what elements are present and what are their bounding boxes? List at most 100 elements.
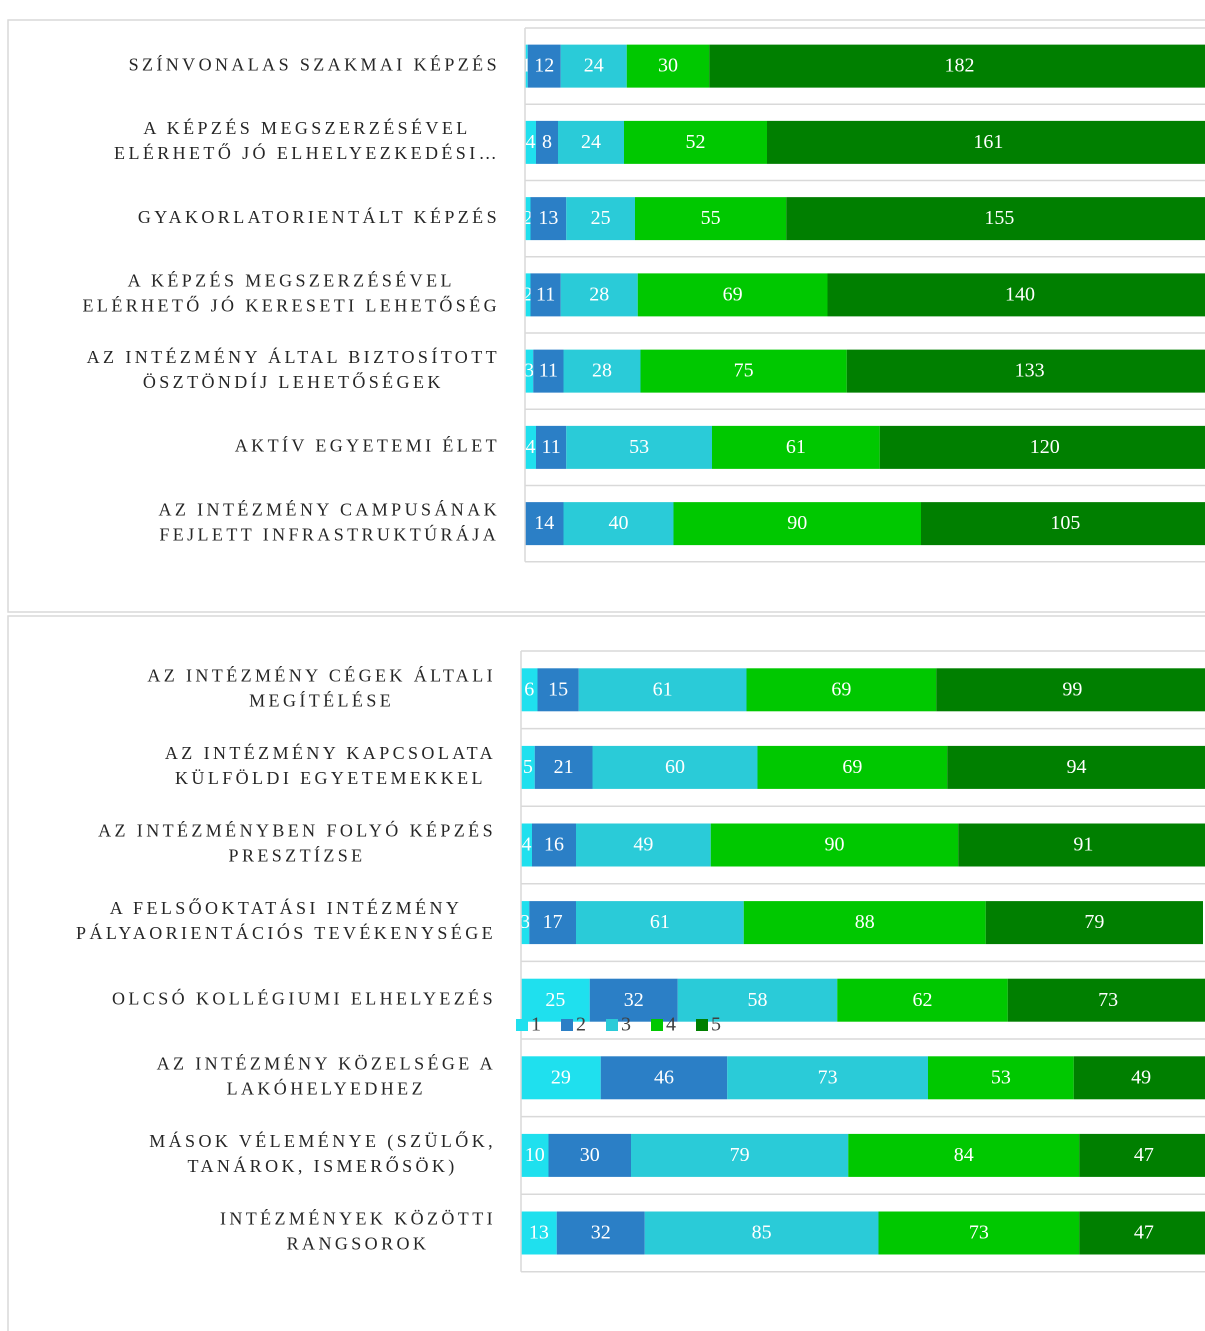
value-label: 85	[752, 1222, 772, 1244]
bar-segment	[600, 1056, 728, 1100]
bar-segment	[521, 901, 530, 945]
category-label: AZ INTÉZMÉNY CAMPUSÁNAK	[158, 498, 500, 519]
bar-segment	[878, 1211, 1080, 1255]
bar-segment	[558, 120, 624, 164]
category-label: AZ INTÉZMÉNY KAPCSOLATA	[165, 742, 496, 763]
bar-segment	[710, 823, 959, 867]
value-label: 13	[538, 207, 558, 229]
value-label: 61	[653, 678, 673, 700]
bar-segment	[709, 44, 1205, 88]
value-label: 11	[536, 283, 555, 305]
category-label: INTÉZMÉNYEK KÖZÖTTI	[220, 1208, 496, 1229]
value-label: 140	[1005, 283, 1035, 305]
bar-segment	[521, 1211, 557, 1255]
bar-segment	[1079, 1133, 1205, 1177]
value-label: 90	[787, 512, 807, 534]
bar-segment	[534, 745, 593, 789]
value-label: 49	[1131, 1066, 1151, 1088]
bar-segment	[921, 502, 1205, 546]
value-label: 53	[991, 1066, 1011, 1088]
category-label: AZ INTÉZMÉNY ÁLTAL BIZTOSÍTOTT	[87, 346, 500, 367]
value-label: 73	[818, 1066, 838, 1088]
category-label: MEGÍTÉLÉSE	[249, 689, 394, 710]
value-label: 73	[1098, 989, 1118, 1011]
value-label: 155	[984, 207, 1014, 229]
value-label: 4	[526, 131, 536, 153]
category-label: ELÉRHETŐ JÓ ELHELYEZKEDÉSI…	[114, 142, 500, 163]
value-label: 58	[748, 989, 768, 1011]
bar-segment	[673, 502, 921, 546]
bar-segment	[947, 745, 1205, 789]
category-label: ELÉRHETŐ JÓ KERESETI LEHETŐSÉG	[83, 295, 500, 316]
value-label: 133	[1015, 360, 1045, 382]
legend-label: 3	[621, 1014, 631, 1036]
value-label: 40	[609, 512, 629, 534]
bar-segment	[525, 425, 536, 469]
category-label: KÜLFÖLDI EGYETEMEKKEL	[175, 768, 486, 788]
value-label: 3	[524, 360, 534, 382]
value-label: 29	[551, 1066, 571, 1088]
value-label: 24	[581, 131, 601, 153]
value-label: 60	[665, 756, 685, 778]
legend-label: 1	[531, 1014, 541, 1036]
category-label: ÖSZTÖNDÍJ LEHETŐSÉGEK	[143, 371, 444, 392]
category-label: PÁLYAORIENTÁCIÓS TEVÉKENYSÉGE	[76, 922, 496, 943]
bar-segment	[533, 349, 564, 393]
value-label: 5	[523, 756, 533, 778]
bar-segment	[548, 1133, 631, 1177]
value-label: 2	[523, 207, 533, 229]
value-label: 24	[584, 55, 604, 77]
value-label: 32	[591, 1222, 611, 1244]
category-label: PRESZTÍZSE	[229, 845, 366, 866]
value-label: 30	[658, 55, 678, 77]
bar-segment	[1007, 978, 1205, 1022]
bar-segment	[637, 273, 828, 317]
value-label: 46	[654, 1066, 674, 1088]
value-label: 61	[650, 911, 670, 933]
bar-segment	[576, 823, 711, 867]
value-label: 61	[786, 436, 806, 458]
value-label: 14	[534, 512, 554, 534]
bar-segment	[525, 44, 528, 88]
bar-segment	[767, 120, 1205, 164]
bar-segment	[563, 349, 641, 393]
value-label: 11	[539, 360, 558, 382]
category-label: A KÉPZÉS MEGSZERZÉSÉVEL	[143, 117, 470, 138]
bar-segment	[578, 668, 747, 712]
value-label: 105	[1050, 512, 1080, 534]
value-label: 49	[633, 834, 653, 856]
bar-segment	[537, 668, 579, 712]
category-label: AZ INTÉZMÉNY CÉGEK ÁLTALI	[147, 664, 496, 685]
value-label: 6	[524, 678, 534, 700]
bar-segment	[525, 502, 564, 546]
bar-segment	[879, 425, 1205, 469]
bar-segment	[560, 44, 627, 88]
bar-segment	[757, 745, 948, 789]
bar-segment	[532, 823, 576, 867]
bar-segment	[525, 349, 534, 393]
category-label: TANÁROK, ISMERŐSÖK)	[188, 1155, 458, 1177]
value-label: 55	[701, 207, 721, 229]
value-label: 4	[522, 834, 532, 856]
bar-segment	[525, 197, 531, 241]
chart-frame	[7, 19, 1205, 613]
bar-segment	[631, 1133, 849, 1177]
category-label: AZ INTÉZMÉNY KÖZELSÉGE A	[157, 1052, 496, 1073]
value-label: 10	[525, 1144, 545, 1166]
value-label: 161	[973, 131, 1003, 153]
bar-segment	[556, 1211, 645, 1255]
bar-segment	[928, 1056, 1074, 1100]
value-label: 69	[842, 756, 862, 778]
bar-segment	[640, 349, 847, 393]
value-label: 90	[825, 834, 845, 856]
value-label: 73	[969, 1222, 989, 1244]
category-label: GYAKORLATORIENTÁLT KÉPZÉS	[138, 206, 500, 227]
value-label: 53	[629, 436, 649, 458]
category-label: MÁSOK VÉLEMÉNYE (SZÜLŐK,	[149, 1130, 496, 1152]
bar-segment	[521, 745, 535, 789]
bar-segment	[576, 901, 744, 945]
bar-segment	[521, 978, 590, 1022]
value-label: 17	[543, 911, 563, 933]
bar-segment	[635, 197, 787, 241]
